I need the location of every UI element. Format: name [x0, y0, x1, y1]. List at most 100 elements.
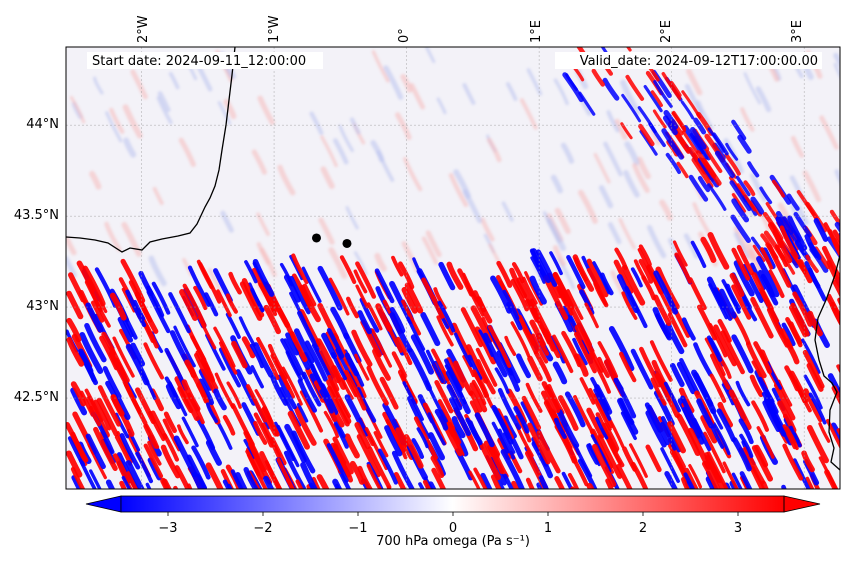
start-date-box: [87, 52, 323, 69]
omega-stripe: [782, 443, 804, 481]
omega-stripe: [223, 98, 237, 120]
omega-stripe: [413, 416, 438, 461]
omega-stripe: [356, 434, 381, 478]
omega-stripe: [195, 416, 216, 451]
omega-stripe: [597, 341, 619, 379]
omega-stripe: [740, 107, 755, 132]
omega-stripe: [792, 291, 813, 327]
omega-stripe: [648, 122, 666, 148]
omega-stripe: [533, 350, 552, 383]
omega-stripe: [250, 365, 264, 389]
omega-stripe: [235, 369, 257, 406]
omega-stripe: [695, 150, 717, 179]
omega-stripe: [756, 426, 775, 459]
omega-stripe: [383, 65, 404, 100]
omega-stripe: [377, 448, 398, 485]
omega-stripe: [97, 385, 122, 427]
omega-stripe: [328, 277, 350, 316]
omega-stripe: [462, 189, 483, 224]
omega-stripe: [410, 334, 434, 375]
omega-stripe: [326, 327, 345, 359]
omega-stripe: [784, 365, 800, 392]
omega-stripe: [109, 107, 125, 134]
omega-stripe: [625, 74, 645, 101]
station-marker: [342, 238, 352, 248]
omega-stripe: [379, 376, 399, 410]
omega-stripe: [448, 172, 469, 208]
omega-stripe: [602, 77, 620, 101]
cb-tick-2: 2: [639, 521, 647, 536]
omega-stripe: [437, 300, 456, 333]
omega-stripe: [295, 479, 304, 489]
omega-stripe: [620, 79, 641, 116]
omega-stripe: [661, 128, 684, 160]
omega-stripe: [692, 418, 712, 452]
omega-stripe: [421, 277, 445, 319]
omega-stripe: [586, 407, 605, 439]
omega-stripe: [196, 259, 214, 289]
omega-stripe: [466, 344, 489, 384]
omega-stripe: [753, 341, 773, 374]
omega-stripe: [755, 86, 772, 113]
omega-stripe: [511, 262, 525, 284]
cb-tick-3: 3: [734, 521, 742, 536]
omega-stripe: [110, 394, 125, 417]
omega-stripe: [326, 379, 352, 425]
omega-stripe: [793, 211, 812, 238]
omega-stripe: [626, 47, 632, 52]
omega-stripe: [436, 315, 454, 347]
omega-stripe: [676, 413, 701, 456]
omega-stripe: [632, 162, 650, 193]
omega-stripe: [121, 287, 136, 313]
lon-tick-0: 0°: [397, 28, 412, 43]
omega-stripe: [661, 71, 682, 101]
lat-tick-42-5n: 42.5°N: [14, 390, 59, 405]
omega-stripe: [263, 304, 282, 335]
omega-stripe: [490, 275, 513, 314]
omega-stripe: [586, 482, 595, 489]
omega-stripe: [667, 421, 686, 454]
omega-stripe: [102, 366, 122, 400]
omega-stripe: [93, 399, 112, 431]
omega-stripe: [683, 233, 699, 259]
omega-stripe: [332, 478, 343, 489]
omega-stripe: [281, 366, 303, 406]
lat-tick-43n: 43°N: [26, 299, 59, 314]
omega-stripe: [143, 342, 165, 380]
omega-stripe: [354, 353, 370, 381]
omega-stripe: [597, 356, 610, 379]
omega-stripe: [720, 330, 745, 375]
omega-stripe: [320, 166, 335, 189]
omega-stripe: [434, 379, 454, 414]
omega-stripe: [843, 252, 850, 278]
omega-stripe: [241, 336, 256, 359]
omega-stripe: [93, 76, 104, 95]
omega-stripe: [730, 214, 751, 243]
omega-stripe: [731, 193, 746, 213]
omega-stripe: [725, 283, 741, 311]
omega-stripe: [684, 83, 703, 115]
omega-stripe: [613, 377, 637, 419]
omega-stripe: [316, 474, 330, 489]
omega-stripe: [144, 423, 160, 449]
omega-stripe: [788, 425, 802, 448]
omega-stripe: [750, 196, 765, 215]
omega-stripe: [309, 363, 330, 398]
omega-stripe: [591, 443, 617, 488]
omega-stripe: [287, 410, 310, 450]
omega-stripe: [561, 471, 574, 489]
omega-stripe: [114, 412, 130, 439]
omega-stripe: [323, 410, 340, 439]
omega-stripe: [646, 264, 665, 295]
omega-stripe: [421, 236, 439, 265]
omega-stripe: [735, 380, 751, 407]
omega-stripe: [253, 412, 274, 448]
omega-stripe: [220, 210, 234, 233]
start-date-label: Start date: 2024-09-11_12:00:00: [92, 54, 306, 69]
omega-stripe: [437, 399, 456, 430]
omega-stripe: [79, 332, 104, 374]
omega-stripe: [427, 481, 437, 489]
omega-stripe: [428, 432, 446, 461]
omega-stripe: [554, 207, 571, 235]
omega-stripe: [376, 150, 395, 182]
